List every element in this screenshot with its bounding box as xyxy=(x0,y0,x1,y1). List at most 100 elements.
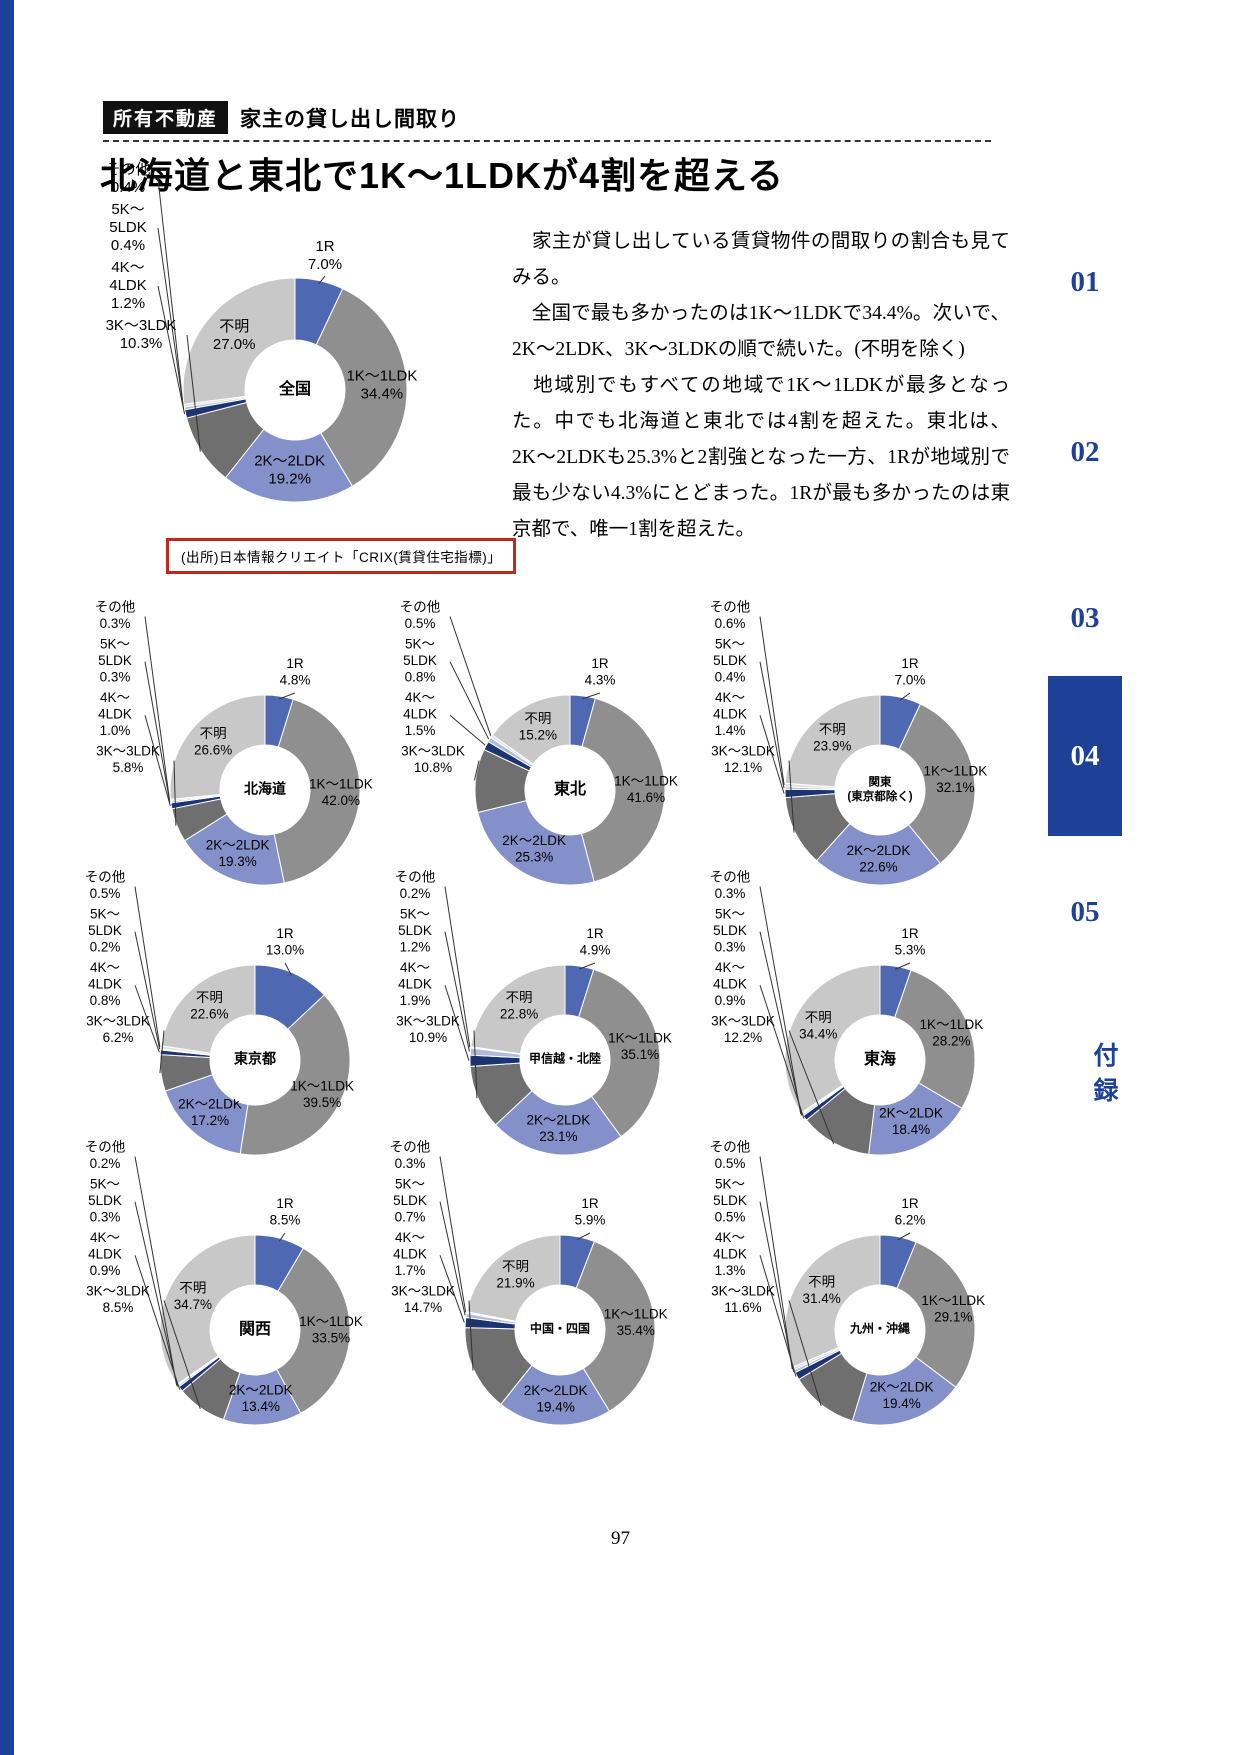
segment-label: 5LDK xyxy=(109,219,147,236)
segment-label: 1K〜1LDK xyxy=(299,1314,363,1329)
segment-label: 23.9% xyxy=(813,738,851,753)
donut-center xyxy=(526,746,614,834)
segment-label: 東北 xyxy=(554,779,586,798)
segment-label: 4LDK xyxy=(393,1246,427,1261)
segment-label: 0.4% xyxy=(111,237,145,254)
segment-label: 4LDK xyxy=(713,1246,747,1261)
segment-label: 東海 xyxy=(864,1049,896,1068)
segment-label: 35.1% xyxy=(621,1047,659,1062)
segment-label: 22.6% xyxy=(859,859,897,874)
segment-label: 18.4% xyxy=(892,1122,930,1137)
segment-label: その他 xyxy=(710,869,751,884)
donut-center xyxy=(836,746,924,834)
segment-label: 11.6% xyxy=(724,1300,761,1315)
segment-label: その他 xyxy=(390,1139,431,1154)
donut-segment-4-1 xyxy=(239,994,351,1156)
segment-label: 甲信越・北陸 xyxy=(529,1051,601,1066)
segment-label: 1.2% xyxy=(111,295,145,312)
segment-label: 1K〜1LDK xyxy=(309,777,373,792)
donut-segment-0-2 xyxy=(224,428,354,503)
segment-label: 0.3% xyxy=(100,669,131,684)
page-number: 97 xyxy=(611,1528,630,1549)
segment-label: 不明 xyxy=(179,1281,206,1296)
side-nav-03: 03 xyxy=(1070,602,1100,634)
segment-label: 0.4% xyxy=(715,669,746,684)
segment-label: 東京都 xyxy=(234,1050,276,1066)
segment-label: 5.9% xyxy=(575,1212,606,1227)
segment-label: 4LDK xyxy=(88,1246,122,1261)
segment-label: 1R xyxy=(901,926,919,941)
donut-center xyxy=(516,1286,604,1374)
segment-label: 1.7% xyxy=(395,1263,426,1278)
donut-segment-8-2 xyxy=(500,1364,611,1426)
segment-label: 35.4% xyxy=(617,1323,655,1338)
segment-label: 3K〜3LDK xyxy=(401,743,465,758)
segment-label: 北海道 xyxy=(244,780,286,796)
segment-label: 34.4% xyxy=(799,1027,837,1042)
segment-label: 九州・沖縄 xyxy=(849,1321,910,1336)
segment-label: 5LDK xyxy=(713,1193,747,1208)
segment-label: 不明 xyxy=(506,990,533,1005)
segment-label: 不明 xyxy=(808,1274,835,1289)
segment-label: 1K〜1LDK xyxy=(604,1306,668,1321)
segment-label: 0.2% xyxy=(400,886,431,901)
section-badge: 所有不動産 xyxy=(103,101,229,134)
segment-label: 19.4% xyxy=(536,1399,574,1414)
segment-label: 4K〜 xyxy=(90,1230,120,1245)
donut-segment-6-7 xyxy=(784,964,881,1114)
donut-segment-1-2 xyxy=(183,813,285,886)
page-title: 北海道と東北で1K〜1LDKが4割を超える xyxy=(100,155,784,196)
segment-label: 関東 xyxy=(869,774,892,788)
segment-label: 3K〜3LDK xyxy=(711,743,775,758)
segment-label: 28.2% xyxy=(932,1033,970,1048)
segment-label: 0.2% xyxy=(90,1156,121,1171)
segment-label: 41.6% xyxy=(627,790,665,805)
segment-label: 5.8% xyxy=(113,760,144,775)
segment-label: 4K〜 xyxy=(100,690,130,705)
segment-label: 関西 xyxy=(239,1320,271,1338)
donut-segment-5-1 xyxy=(577,968,661,1138)
segment-label: 2K〜2LDK xyxy=(870,1380,934,1395)
segment-label: 34.7% xyxy=(174,1297,212,1312)
segment-label: 0.5% xyxy=(405,616,436,631)
donut-segment-5-7 xyxy=(470,964,566,1055)
segment-label: 5LDK xyxy=(393,1193,427,1208)
segment-label: 31.4% xyxy=(802,1291,840,1306)
section-subtitle: 家主の貸し出し間取り xyxy=(240,107,461,131)
segment-label: 4LDK xyxy=(403,706,437,721)
segment-label: 0.3% xyxy=(90,1209,121,1224)
segment-label: 3K〜3LDK xyxy=(391,1283,455,1298)
segment-label: 5LDK xyxy=(98,653,132,668)
segment-label: 4K〜 xyxy=(400,960,430,975)
segment-label: 2K〜2LDK xyxy=(254,453,325,470)
segment-label: 中国・四国 xyxy=(530,1321,590,1336)
paragraph-3: 地域別でもすべての地域で1K〜1LDKが最多となった。中でも北海道と東北では4割… xyxy=(512,375,1010,540)
segment-label: 1R xyxy=(901,1196,919,1211)
segment-label: 1R xyxy=(591,656,609,671)
segment-label: 22.6% xyxy=(190,1006,228,1021)
segment-label: 5K〜 xyxy=(111,201,144,218)
donut-center xyxy=(246,341,344,439)
segment-label: 5K〜 xyxy=(405,636,435,651)
segment-label: 0.9% xyxy=(715,993,746,1008)
donut-center xyxy=(211,1016,299,1104)
side-nav-04-active: 04 xyxy=(1048,676,1122,836)
segment-label: 1R xyxy=(276,1196,294,1211)
segment-label: 5LDK xyxy=(88,923,122,938)
segment-label: 19.3% xyxy=(218,854,256,869)
segment-label: 10.8% xyxy=(414,760,452,775)
segment-label: 27.0% xyxy=(213,336,256,353)
segment-label: 39.5% xyxy=(303,1095,341,1110)
segment-label: 8.5% xyxy=(270,1212,301,1227)
segment-label: 2K〜2LDK xyxy=(229,1383,293,1398)
donut-segment-2-2 xyxy=(477,800,595,886)
segment-label: 2K〜2LDK xyxy=(847,843,911,858)
donut-segment-2-1 xyxy=(580,697,666,883)
segment-label: 1K〜1LDK xyxy=(919,1017,983,1032)
segment-label: 23.1% xyxy=(539,1129,577,1144)
segment-label: 0.8% xyxy=(90,993,121,1008)
segment-label: 1R xyxy=(276,926,294,941)
